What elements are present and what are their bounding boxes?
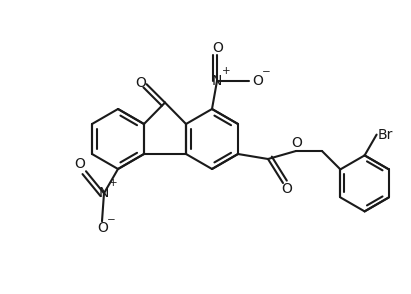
- Text: +: +: [109, 178, 118, 188]
- Text: Br: Br: [378, 128, 393, 142]
- Text: −: −: [262, 67, 271, 77]
- Text: O: O: [212, 41, 224, 55]
- Text: O: O: [74, 157, 85, 171]
- Text: N: N: [99, 186, 109, 200]
- Text: N: N: [212, 74, 222, 88]
- Text: O: O: [291, 136, 302, 150]
- Text: +: +: [222, 66, 231, 76]
- Text: O: O: [282, 182, 292, 196]
- Text: O: O: [135, 76, 146, 90]
- Text: O: O: [253, 74, 263, 88]
- Text: −: −: [107, 215, 116, 225]
- Text: O: O: [97, 221, 109, 235]
